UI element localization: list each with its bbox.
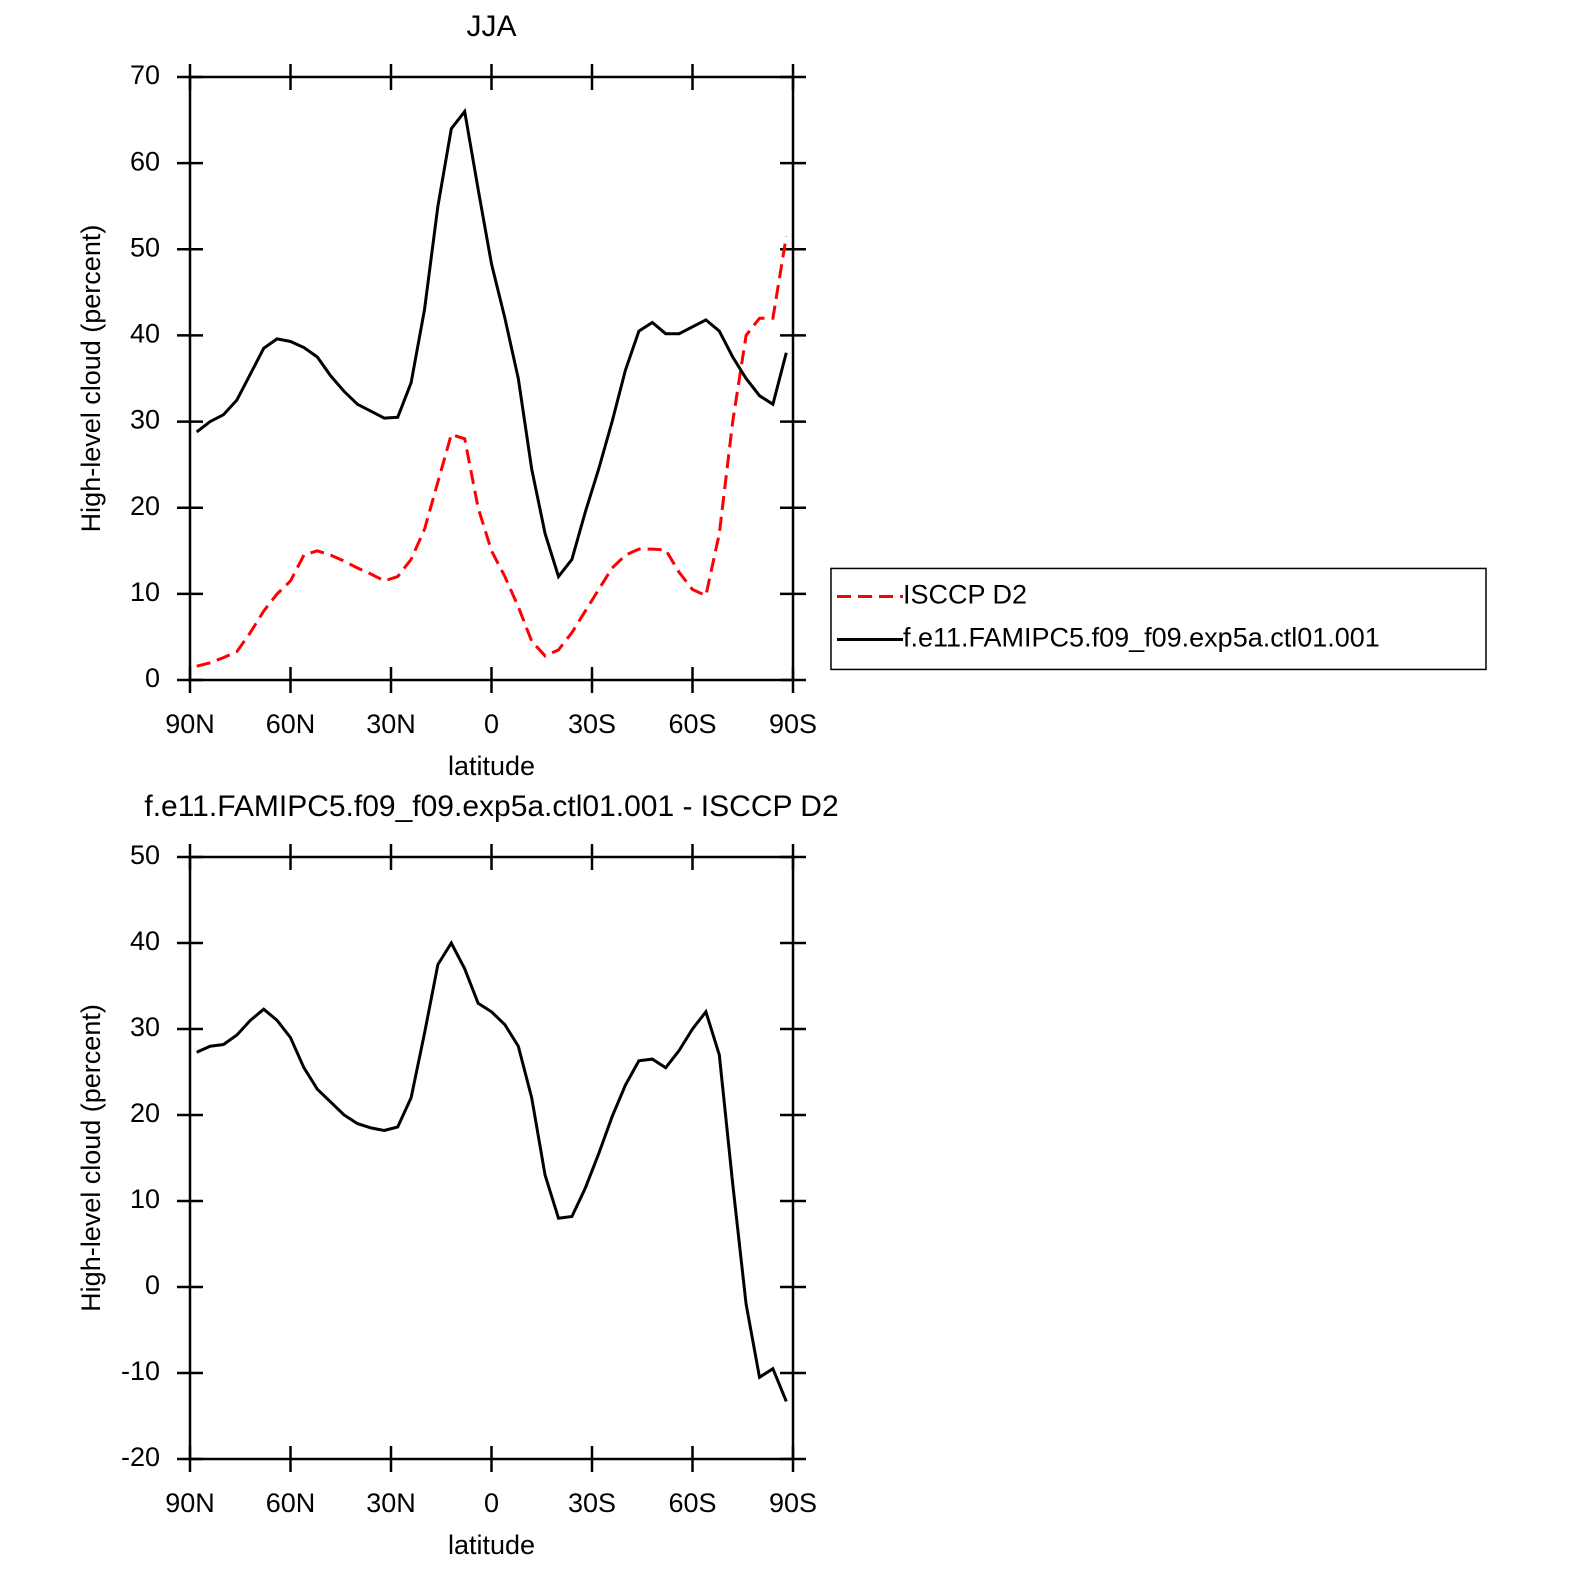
y-tick-label: 20 <box>130 1098 160 1128</box>
y-tick-label: 70 <box>130 60 160 90</box>
y-tick-label: -20 <box>121 1442 160 1472</box>
y-tick-label: 0 <box>145 1270 160 1300</box>
series-line <box>196 939 788 1402</box>
x-tick-label: 30N <box>366 1488 416 1518</box>
legend-label: ISCCP D2 <box>903 580 1027 610</box>
y-axis-label: High-level cloud (percent) <box>76 225 106 533</box>
x-tick-label: 90N <box>165 1488 215 1518</box>
plot-frame <box>188 855 795 1461</box>
x-tick-label: 90S <box>769 709 817 739</box>
x-tick-label: 0 <box>484 1488 499 1518</box>
chart-title: f.e11.FAMIPC5.f09_f09.exp5a.ctl01.001 - … <box>144 790 838 823</box>
series-line <box>196 236 788 668</box>
y-tick-label: 20 <box>130 491 160 521</box>
y-tick-label: 60 <box>130 146 160 176</box>
y-tick-label: 40 <box>130 319 160 349</box>
y-tick-label: 30 <box>130 405 160 435</box>
legend-label: f.e11.FAMIPC5.f09_f09.exp5a.ctl01.001 <box>903 623 1380 653</box>
x-axis-label: latitude <box>448 751 535 781</box>
y-tick-label: 10 <box>130 1184 160 1214</box>
x-tick-label: 60N <box>266 1488 316 1518</box>
x-tick-label: 90N <box>165 709 215 739</box>
plot-frame <box>188 75 795 682</box>
x-axis-label: latitude <box>448 1530 535 1560</box>
y-axis-label: High-level cloud (percent) <box>76 1004 106 1312</box>
x-tick-label: 60S <box>668 1488 716 1518</box>
y-tick-label: 50 <box>130 232 160 262</box>
y-tick-label: -10 <box>121 1356 160 1386</box>
y-tick-label: 30 <box>130 1012 160 1042</box>
y-tick-label: 40 <box>130 926 160 956</box>
x-tick-label: 0 <box>484 709 499 739</box>
x-tick-label: 30S <box>568 709 616 739</box>
x-tick-label: 60N <box>266 709 316 739</box>
chart-title: JJA <box>466 10 516 43</box>
y-tick-label: 10 <box>130 577 160 607</box>
x-tick-label: 60S <box>668 709 716 739</box>
x-tick-label: 30S <box>568 1488 616 1518</box>
y-tick-label: 0 <box>145 663 160 693</box>
x-tick-label: 90S <box>769 1488 817 1518</box>
legend-box <box>830 567 1487 671</box>
x-tick-label: 30N <box>366 709 416 739</box>
y-tick-label: 50 <box>130 840 160 870</box>
series-line <box>195 107 788 580</box>
